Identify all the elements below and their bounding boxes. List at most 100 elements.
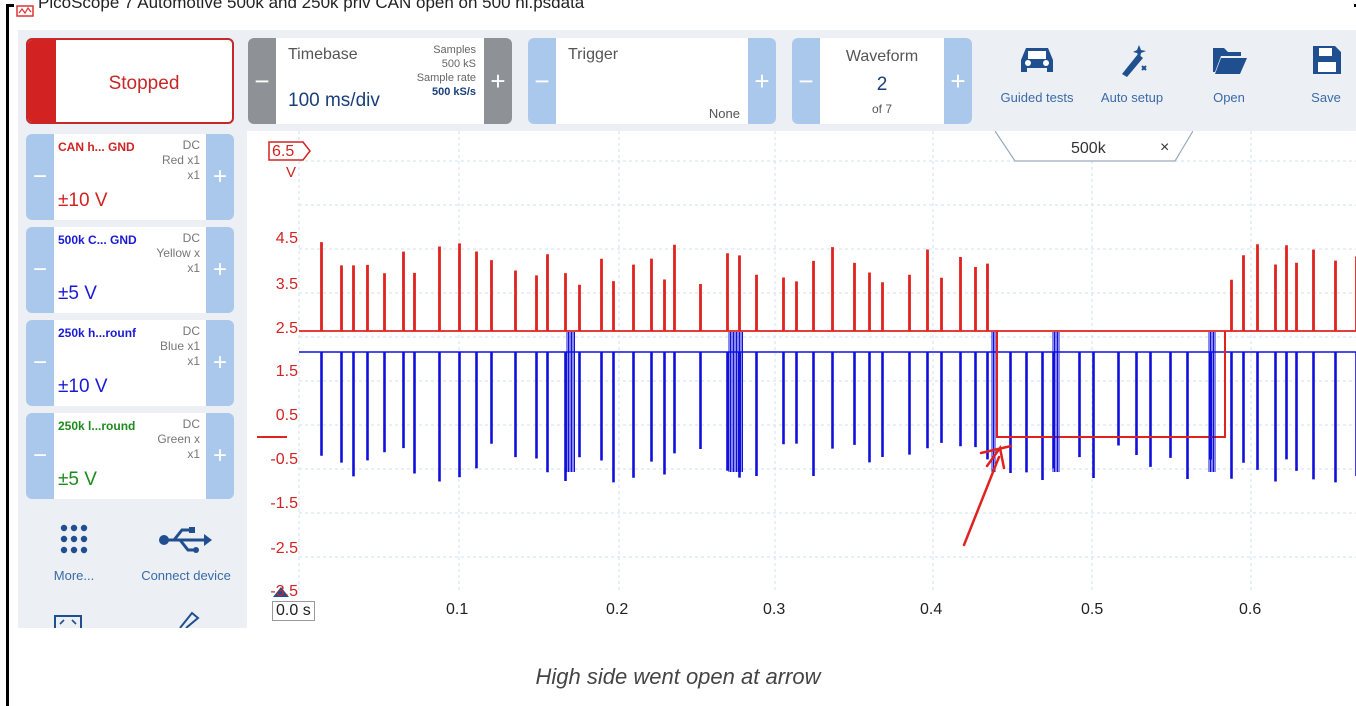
x-tick-label: 0.4 bbox=[920, 601, 943, 618]
channel-d-name[interactable]: 250k l...round bbox=[58, 419, 136, 433]
stop-indicator bbox=[28, 40, 56, 122]
caption: High side went open at arrow bbox=[535, 664, 821, 689]
blue-trace bbox=[299, 351, 1356, 483]
channel-b-range[interactable]: ±5 V bbox=[58, 283, 97, 304]
annotation-arrow bbox=[962, 444, 1013, 547]
timebase-increase-button[interactable]: + bbox=[484, 38, 512, 124]
open-label: Open bbox=[1213, 90, 1245, 105]
view-tab-close-icon[interactable]: × bbox=[1160, 139, 1170, 156]
samples-value[interactable]: 500 kS bbox=[441, 58, 476, 70]
view-tab-outline bbox=[995, 131, 1193, 162]
channel-d-settings[interactable]: DC Green x x1 bbox=[157, 417, 200, 462]
channel-a-range[interactable]: ±10 V bbox=[58, 190, 108, 211]
view-tab-500k[interactable]: 500k × bbox=[995, 131, 1193, 167]
save-label: Save bbox=[1311, 90, 1341, 105]
channel-b-probe: Yellow x bbox=[156, 246, 200, 260]
x-tick-label: 0.2 bbox=[606, 601, 629, 618]
channel-a-probe: Red x1 bbox=[161, 153, 200, 167]
timebase-value[interactable]: 100 ms/div bbox=[288, 90, 380, 111]
axis-flag-icon bbox=[268, 141, 311, 161]
timebase-control: − Timebase 100 ms/div Samples 500 kS Sam… bbox=[248, 38, 512, 124]
y-axis-unit: V bbox=[286, 164, 297, 181]
sample-rate-value[interactable]: 500 kS/s bbox=[431, 86, 476, 98]
channel-b-multiplier: x1 bbox=[187, 261, 200, 275]
connect-device-button[interactable]: Connect device bbox=[136, 520, 236, 583]
car-icon bbox=[1021, 48, 1053, 72]
channel-a-range-decrease[interactable]: − bbox=[26, 134, 54, 220]
channel-a-range-increase[interactable]: + bbox=[206, 134, 234, 220]
waveform-current[interactable]: 2 bbox=[876, 74, 888, 95]
y-tick-label: -2.5 bbox=[270, 540, 298, 557]
channel-c-range-increase[interactable]: + bbox=[206, 320, 234, 406]
channel-a-panel: − CAN h... GND DC Red x1 x1 ±10 V + bbox=[26, 134, 234, 220]
trigger-decrease-button[interactable]: − bbox=[528, 38, 556, 124]
channel-c-coupling: DC bbox=[182, 324, 200, 338]
annotation-arrowhead bbox=[985, 444, 1006, 470]
window-title: PicoScope 7 Automotive 500k and 250k pri… bbox=[38, 0, 585, 12]
auto-setup-button[interactable]: Auto setup bbox=[1092, 42, 1172, 118]
waveform-control: − Waveform 2 of 7 + bbox=[792, 38, 972, 124]
channel-d-probe: Green x bbox=[157, 432, 200, 446]
timebase-label: Timebase bbox=[288, 46, 358, 63]
channel-a-axis-marker[interactable]: 6.5 V bbox=[252, 140, 312, 182]
channel-a-name[interactable]: CAN h... GND bbox=[58, 140, 135, 154]
channel-c-multiplier: x1 bbox=[187, 354, 200, 368]
y-tick-label: -1.5 bbox=[270, 495, 298, 512]
channel-c-settings[interactable]: DC Blue x1 x1 bbox=[160, 324, 200, 369]
guided-tests-label: Guided tests bbox=[1000, 90, 1074, 105]
y-tick-label: 4.5 bbox=[275, 230, 298, 247]
samples-label: Samples bbox=[433, 44, 476, 56]
scope-graph[interactable] bbox=[247, 131, 1356, 628]
channel-d-range-decrease[interactable]: − bbox=[26, 413, 54, 499]
trigger-label: Trigger bbox=[568, 46, 619, 63]
channel-c-range-decrease[interactable]: − bbox=[26, 320, 54, 406]
channel-a-coupling: DC bbox=[182, 138, 200, 152]
open-button[interactable]: Open bbox=[1189, 42, 1269, 118]
waveform-label: Waveform bbox=[845, 48, 919, 65]
channel-b-range-decrease[interactable]: − bbox=[26, 227, 54, 313]
waveform-previous-button[interactable]: − bbox=[792, 38, 820, 124]
channel-b-range-increase[interactable]: + bbox=[206, 227, 234, 313]
channel-d-range-increase[interactable]: + bbox=[206, 413, 234, 499]
channel-d-range[interactable]: ±5 V bbox=[58, 469, 97, 490]
window-titlebar: PicoScope 7 Automotive 500k and 250k pri… bbox=[14, 0, 1354, 26]
channel-c-name[interactable]: 250k h...rounf bbox=[58, 326, 137, 340]
x-tick-label: 0.6 bbox=[1239, 601, 1262, 618]
channel-b-coupling: DC bbox=[182, 231, 200, 245]
y-tick-label: 2.5 bbox=[275, 320, 298, 337]
picoscope-app-icon bbox=[16, 5, 34, 17]
y-tick-label: 0.5 bbox=[275, 407, 298, 424]
channel-b-name[interactable]: 500k C... GND bbox=[58, 233, 137, 247]
save-icon bbox=[1313, 46, 1341, 74]
run-stop-button[interactable]: Stopped bbox=[26, 38, 234, 124]
channel-c-probe: Blue x1 bbox=[159, 339, 200, 353]
trigger-control: − Trigger None + bbox=[528, 38, 776, 124]
red-trace-dropped bbox=[996, 331, 1226, 438]
channel-a-settings[interactable]: DC Red x1 x1 bbox=[162, 138, 200, 183]
save-button[interactable]: Save bbox=[1286, 42, 1356, 118]
channel-b-panel: − 500k C... GND DC Yellow x x1 ±5 V + bbox=[26, 227, 234, 313]
trigger-mode[interactable]: None bbox=[708, 106, 740, 121]
y-tick-label: 3.5 bbox=[275, 276, 298, 293]
x-tick-label: 0.1 bbox=[446, 601, 469, 618]
y-tick-label: 1.5 bbox=[275, 363, 298, 380]
channel-d-multiplier: x1 bbox=[187, 447, 200, 461]
pen-icon[interactable] bbox=[174, 610, 204, 628]
grid-icon bbox=[60, 524, 88, 554]
zoom-to-fit-icon[interactable] bbox=[52, 612, 88, 628]
y-tick-label: -3.5 bbox=[270, 583, 298, 600]
channel-b-settings[interactable]: DC Yellow x x1 bbox=[156, 231, 200, 276]
timebase-decrease-button[interactable]: − bbox=[248, 38, 276, 124]
more-label: More... bbox=[53, 568, 95, 583]
channel-c-range[interactable]: ±10 V bbox=[58, 376, 108, 397]
y-axis-top-label: 6.5 bbox=[272, 143, 295, 160]
x-tick-label[interactable]: 0.0 s bbox=[272, 601, 315, 621]
more-button[interactable]: More... bbox=[24, 520, 124, 583]
guided-tests-button[interactable]: Guided tests bbox=[997, 42, 1077, 118]
trigger-marker bbox=[273, 587, 289, 597]
x-tick-label: 0.3 bbox=[763, 601, 786, 618]
sample-rate-label: Sample rate bbox=[416, 72, 476, 84]
connect-device-label: Connect device bbox=[141, 568, 231, 583]
trigger-increase-button[interactable]: + bbox=[748, 38, 776, 124]
waveform-next-button[interactable]: + bbox=[944, 38, 972, 124]
